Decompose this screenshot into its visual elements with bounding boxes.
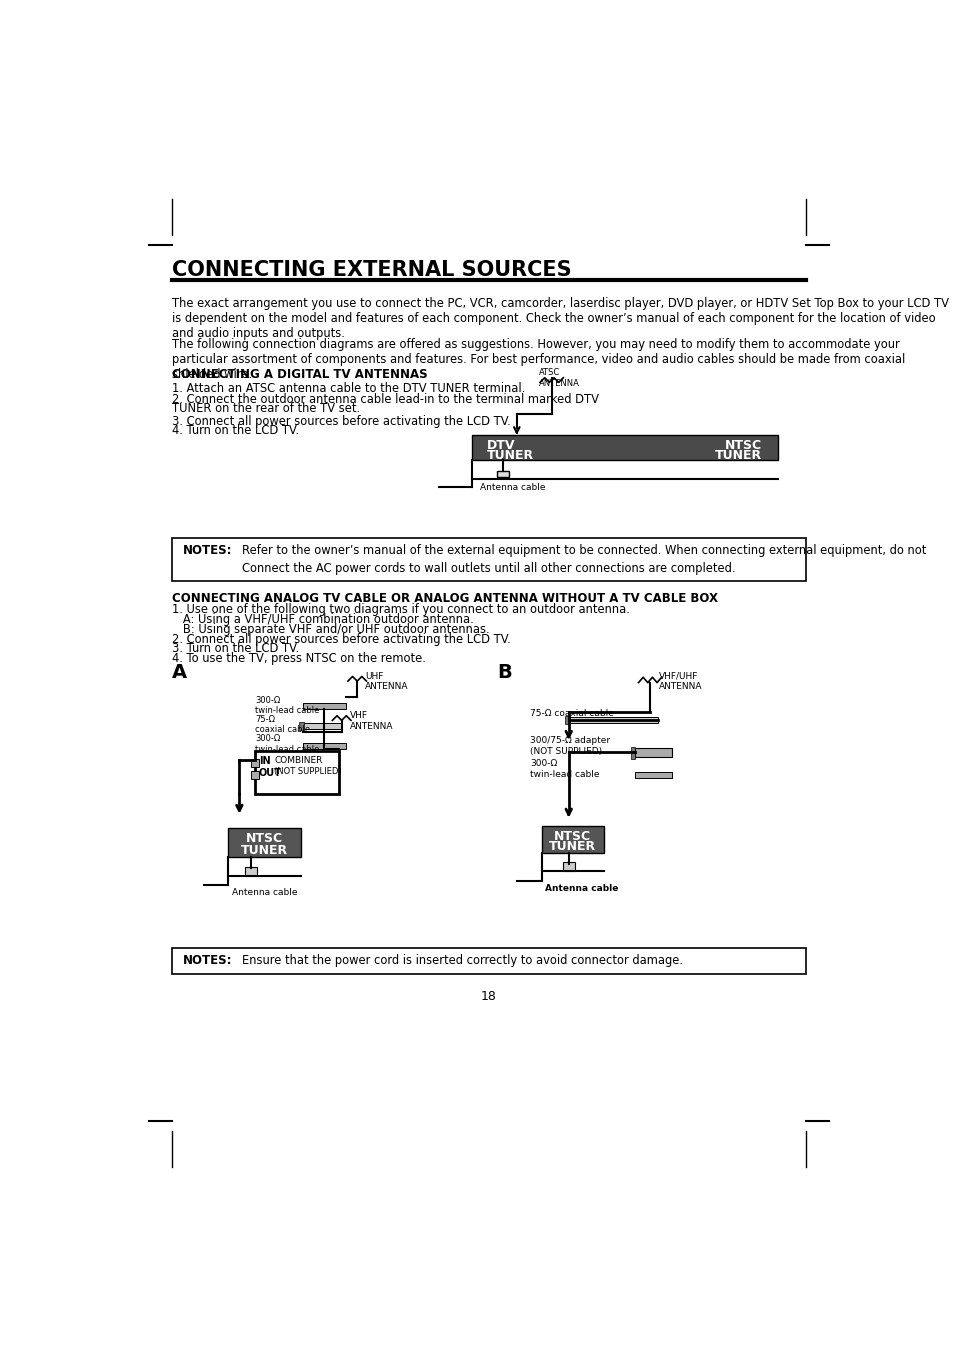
Text: 75-Ω
coaxial cable: 75-Ω coaxial cable (254, 715, 310, 735)
Text: (NOT SUPPLIED): (NOT SUPPLIED) (274, 766, 341, 775)
Text: UHF
ANTENNA: UHF ANTENNA (365, 671, 408, 692)
Text: Antenna cable: Antenna cable (479, 484, 544, 492)
Text: VHF/UHF
ANTENNA: VHF/UHF ANTENNA (658, 671, 701, 692)
Text: 4. To use the TV, press NTSC on the remote.: 4. To use the TV, press NTSC on the remo… (172, 651, 425, 665)
Text: COMBINER: COMBINER (274, 755, 322, 765)
Text: CONNECTING EXTERNAL SOURCES: CONNECTING EXTERNAL SOURCES (172, 261, 571, 280)
Text: TUNER: TUNER (549, 840, 596, 854)
Text: A: Using a VHF/UHF combination outdoor antenna.: A: Using a VHF/UHF combination outdoor a… (172, 613, 474, 627)
Text: VHF
ANTENNA: VHF ANTENNA (349, 711, 393, 731)
Text: 75-Ω coaxial cable: 75-Ω coaxial cable (530, 709, 613, 717)
Bar (562, 862, 575, 871)
Bar (303, 704, 345, 709)
Text: Antenna cable: Antenna cable (545, 884, 618, 893)
Text: ATSC
ANTENNA: ATSC ANTENNA (538, 369, 579, 388)
Text: CONNECTING A DIGITAL TV ANTENNAS: CONNECTING A DIGITAL TV ANTENNAS (172, 369, 427, 381)
Text: B: Using separate VHF and/or UHF outdoor antennas.: B: Using separate VHF and/or UHF outdoor… (172, 623, 489, 635)
Text: 300-Ω
twin-lead cable: 300-Ω twin-lead cable (254, 734, 319, 754)
Text: OUT: OUT (258, 769, 281, 778)
Text: Ensure that the power cord is inserted correctly to avoid connector damage.: Ensure that the power cord is inserted c… (241, 954, 682, 967)
Bar (472, 435, 778, 461)
Bar (172, 538, 805, 581)
Bar (634, 771, 671, 778)
Text: IN: IN (258, 755, 270, 766)
Text: B: B (497, 663, 512, 682)
Text: The exact arrangement you use to connect the PC, VCR, camcorder, laserdisc playe: The exact arrangement you use to connect… (172, 297, 948, 340)
Bar (251, 759, 258, 766)
Text: TUNER: TUNER (715, 449, 761, 462)
Text: 2. Connect the outdoor antenna cable lead-in to the terminal marked DTV: 2. Connect the outdoor antenna cable lea… (172, 393, 598, 407)
Text: 1. Use one of the following two diagrams if you connect to an outdoor antenna.: 1. Use one of the following two diagrams… (172, 604, 629, 616)
Bar (303, 743, 345, 748)
Bar (254, 751, 338, 793)
Bar (630, 747, 635, 759)
Bar (564, 716, 569, 724)
Text: TUNER: TUNER (487, 449, 534, 462)
Text: Antenna cable: Antenna cable (232, 888, 296, 897)
Text: 300-Ω
twin-lead cable: 300-Ω twin-lead cable (530, 759, 598, 780)
Text: 3. Connect all power sources before activating the LCD TV.: 3. Connect all power sources before acti… (172, 415, 510, 428)
Text: 300-Ω
twin-lead cable: 300-Ω twin-lead cable (254, 696, 319, 715)
Text: TUNER: TUNER (240, 843, 288, 857)
Text: 3. Turn on the LCD TV.: 3. Turn on the LCD TV. (172, 642, 298, 655)
Bar (298, 721, 303, 731)
Text: CONNECTING ANALOG TV CABLE OR ANALOG ANTENNA WITHOUT A TV CABLE BOX: CONNECTING ANALOG TV CABLE OR ANALOG ANT… (172, 592, 718, 605)
Bar (228, 828, 301, 858)
Text: TUNER on the rear of the TV set.: TUNER on the rear of the TV set. (172, 403, 359, 415)
Text: NTSC: NTSC (245, 832, 282, 844)
Text: 300/75-Ω adapter
(NOT SUPPLIED): 300/75-Ω adapter (NOT SUPPLIED) (530, 736, 610, 755)
Bar (251, 771, 258, 780)
Text: DTV: DTV (487, 439, 516, 451)
Bar (541, 825, 603, 852)
Bar (634, 748, 671, 758)
Text: NOTES:: NOTES: (183, 954, 233, 967)
Bar (497, 471, 509, 477)
Text: 4. Turn on the LCD TV.: 4. Turn on the LCD TV. (172, 424, 298, 436)
Text: 18: 18 (480, 990, 497, 1002)
Text: Refer to the owner’s manual of the external equipment to be connected. When conn: Refer to the owner’s manual of the exter… (241, 544, 925, 576)
Text: NTSC: NTSC (724, 439, 761, 451)
Bar (568, 717, 658, 723)
Bar (245, 867, 257, 875)
Text: A: A (172, 663, 187, 682)
Text: NTSC: NTSC (554, 830, 591, 843)
Bar (172, 947, 805, 974)
Text: 1. Attach an ATSC antenna cable to the DTV TUNER terminal.: 1. Attach an ATSC antenna cable to the D… (172, 382, 525, 396)
Text: 2. Connect all power sources before activating the LCD TV.: 2. Connect all power sources before acti… (172, 632, 510, 646)
Text: NOTES:: NOTES: (183, 544, 233, 557)
Bar (303, 723, 341, 728)
Text: The following connection diagrams are offered as suggestions. However, you may n: The following connection diagrams are of… (172, 338, 904, 381)
